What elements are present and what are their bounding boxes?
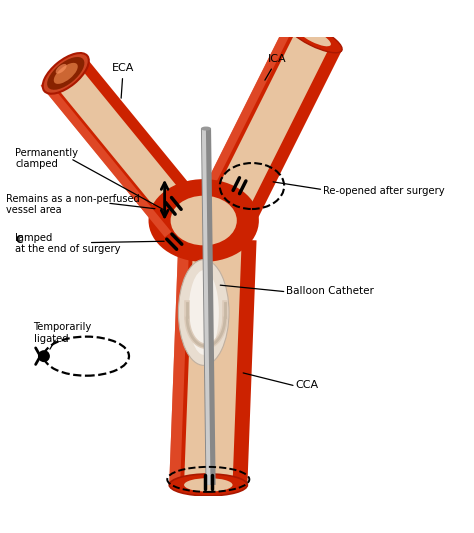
Text: Remains as a non-perfused
vessel area: Remains as a non-perfused vessel area <box>6 193 140 215</box>
Polygon shape <box>41 52 206 237</box>
Polygon shape <box>201 128 216 485</box>
Ellipse shape <box>47 57 84 90</box>
Ellipse shape <box>286 20 342 53</box>
Text: ICA: ICA <box>265 54 287 80</box>
Polygon shape <box>41 80 172 237</box>
Text: Balloon Catheter: Balloon Catheter <box>286 286 374 296</box>
Ellipse shape <box>169 474 247 496</box>
Text: Permanently
clamped: Permanently clamped <box>15 148 78 169</box>
Ellipse shape <box>171 196 237 245</box>
Ellipse shape <box>184 478 233 491</box>
Polygon shape <box>210 28 331 220</box>
Text: C: C <box>15 235 23 245</box>
Text: ECA: ECA <box>112 63 135 98</box>
Polygon shape <box>169 238 256 487</box>
Text: lamped
at the end of surgery: lamped at the end of surgery <box>15 233 121 254</box>
Polygon shape <box>184 238 242 486</box>
Polygon shape <box>202 128 210 485</box>
Circle shape <box>38 350 50 362</box>
Polygon shape <box>169 238 190 484</box>
Text: Temporarily
ligated: Temporarily ligated <box>34 322 92 344</box>
Ellipse shape <box>54 63 78 84</box>
Ellipse shape <box>297 27 331 46</box>
Text: Re-opened after surgery: Re-opened after surgery <box>323 185 445 196</box>
Ellipse shape <box>55 64 67 74</box>
Ellipse shape <box>189 270 219 355</box>
Ellipse shape <box>43 53 89 94</box>
Polygon shape <box>199 23 342 225</box>
Polygon shape <box>49 59 197 230</box>
Polygon shape <box>199 23 294 201</box>
Ellipse shape <box>201 126 211 131</box>
Ellipse shape <box>148 179 259 262</box>
Ellipse shape <box>178 260 229 365</box>
Text: CCA: CCA <box>296 381 319 390</box>
